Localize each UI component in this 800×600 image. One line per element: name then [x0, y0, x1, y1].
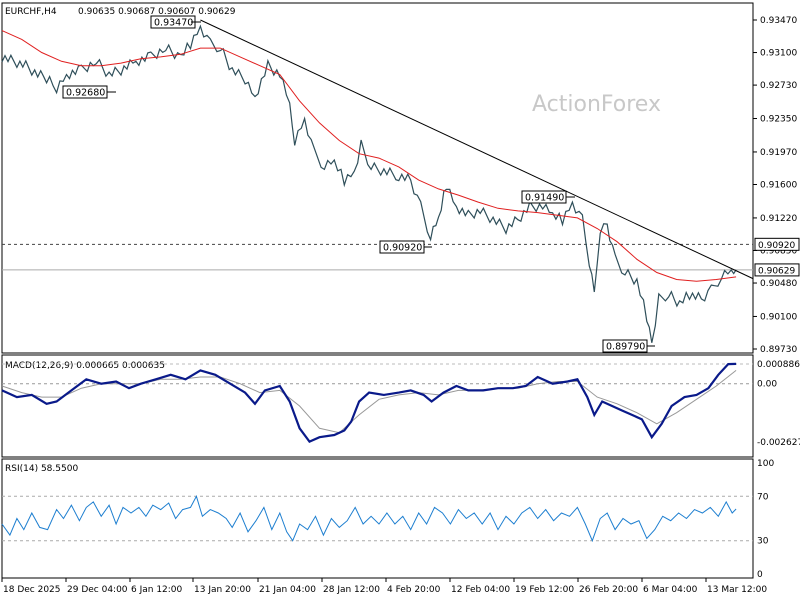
- resistance-price-tag-box: [754, 237, 800, 251]
- time-axis-tick-label: 13 Mar 12:00: [707, 585, 767, 595]
- chart-header-symbol: EURCHF,H4: [5, 7, 57, 17]
- resistance-price-tag: 0.90920: [758, 241, 795, 251]
- time-axis-tick-label: 13 Jan 20:00: [194, 585, 251, 595]
- current-price-tag-box: [754, 263, 800, 277]
- macd-panel-frame: [1, 354, 754, 458]
- price-axis-tick-label: 0.93100: [760, 49, 797, 59]
- rsi-axis-tick-label: 0: [757, 570, 763, 580]
- rsi-label: RSI(14) 58.5500: [5, 464, 78, 474]
- price-axis-tick-label: 0.91970: [760, 148, 797, 158]
- price-callout-label: 0.90920: [383, 243, 422, 254]
- rsi-axis-tick-label: 30: [757, 537, 769, 547]
- macd-signal-line: [1, 370, 737, 434]
- rsi-axis-tick-label: 100: [757, 459, 774, 469]
- rsi-axis-tick-label: 70: [757, 492, 769, 502]
- time-axis-tick-label: 4 Feb 20:00: [387, 585, 441, 595]
- time-axis-tick-label: 6 Mar 04:00: [643, 585, 698, 595]
- current-price-tag: 0.90629: [758, 266, 795, 276]
- chart-header-ohlc: 0.90635 0.90687 0.90607 0.90629: [78, 7, 236, 17]
- price-axis-tick-label: 0.90850: [760, 246, 797, 256]
- price-callout-label: 0.89790: [606, 342, 645, 353]
- macd-axis-tick-label: 0.00: [757, 380, 777, 390]
- time-axis-tick-label: 18 Dec 2025: [3, 585, 61, 595]
- time-axis-tick-label: 6 Jan 12:00: [131, 585, 183, 595]
- macd-axis-tick-label: 0.000886: [757, 360, 800, 370]
- price-callout-label: 0.92680: [66, 88, 105, 99]
- watermark: ActionForex: [532, 92, 661, 117]
- price-axis-tick-label: 0.92730: [760, 81, 797, 91]
- macd-label: MACD(12,26,9) 0.000665 0.000635: [5, 361, 165, 371]
- rsi-panel-frame: [1, 458, 754, 579]
- price-axis-tick-label: 0.90100: [760, 312, 797, 322]
- time-axis-tick-label: 28 Jan 12:00: [323, 585, 380, 595]
- price-callout-label: 0.93470: [154, 18, 193, 29]
- time-axis-tick-label: 26 Feb 20:00: [579, 585, 638, 595]
- price-callout-label: 0.91490: [525, 193, 564, 204]
- price-axis-tick-label: 0.91600: [760, 181, 797, 191]
- time-axis-tick-label: 29 Dec 04:00: [67, 585, 128, 595]
- time-axis-tick-label: 12 Feb 04:00: [451, 585, 510, 595]
- rsi-line: [1, 494, 737, 543]
- price-axis-tick-label: 0.91220: [760, 214, 797, 224]
- moving-average-line: [1, 30, 737, 282]
- time-axis-tick-label: 19 Feb 12:00: [515, 585, 574, 595]
- price-axis-tick-label: 0.89730: [760, 345, 797, 355]
- price-axis-tick-label: 0.93470: [760, 16, 797, 26]
- downtrend-line: [200, 19, 754, 280]
- price-panel-frame: [1, 2, 754, 354]
- price-axis-tick-label: 0.90480: [760, 279, 797, 289]
- macd-main-line: [1, 362, 737, 443]
- macd-axis-tick-label: -0.002627: [757, 438, 800, 448]
- price-axis-tick-label: 0.92350: [760, 115, 797, 125]
- price-series-line: [1, 24, 737, 343]
- time-axis-tick-label: 21 Jan 04:00: [259, 585, 316, 595]
